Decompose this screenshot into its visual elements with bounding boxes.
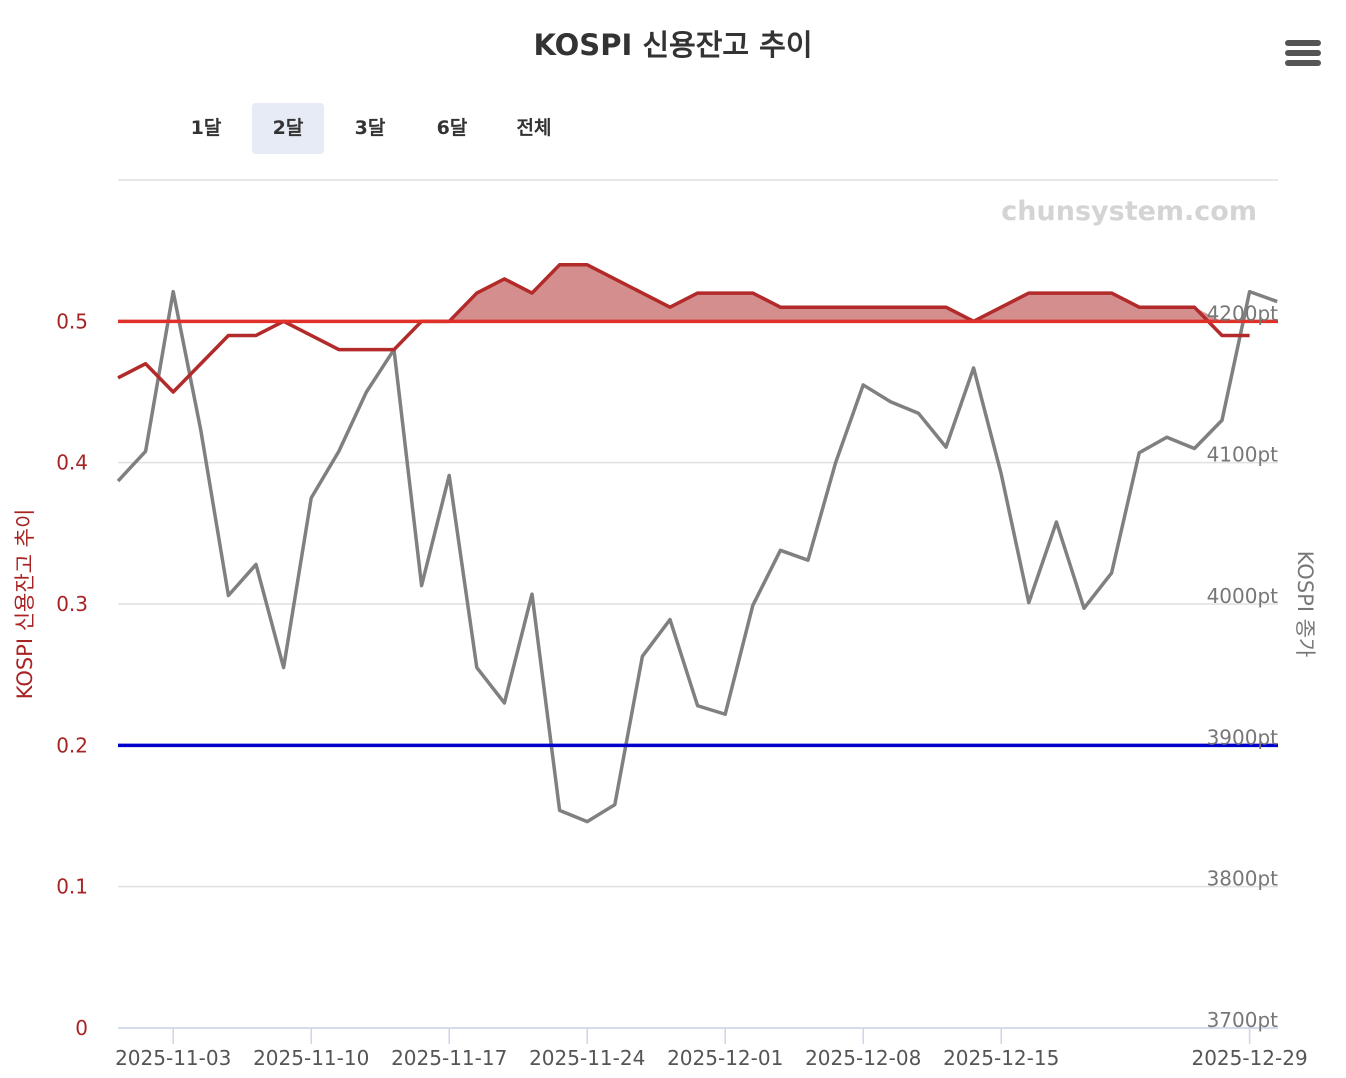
chart-title: KOSPI 신용잔고 추이 xyxy=(533,28,813,62)
left-tick-label: 0.1 xyxy=(56,875,88,899)
range-button-1m[interactable]: 1달 xyxy=(190,117,222,139)
kospi-close-line xyxy=(116,289,1278,824)
x-tick-label: 2025-11-03 xyxy=(115,1046,231,1070)
x-tick-label: 2025-12-15 xyxy=(943,1046,1059,1070)
watermark: chunsystem.com xyxy=(1001,196,1257,227)
x-tick-label: 2025-11-10 xyxy=(253,1046,369,1070)
hamburger-menu-icon[interactable] xyxy=(1285,40,1323,68)
x-tick-label: 2025-11-24 xyxy=(529,1046,645,1070)
menu-bar xyxy=(1285,60,1321,66)
range-button-3m[interactable]: 3달 xyxy=(354,117,386,139)
left-tick-label: 0.3 xyxy=(56,592,88,616)
right-tick-label: 3800pt xyxy=(1207,867,1279,891)
left-axis-ticks: 0 0.1 0.2 0.3 0.4 0.5 xyxy=(56,309,88,1040)
x-tick-label: 2025-11-17 xyxy=(391,1046,507,1070)
range-button-6m[interactable]: 6달 xyxy=(436,117,468,139)
left-axis-title: KOSPI 신용잔고 추이 xyxy=(13,509,37,700)
x-axis-ticks: 2025-11-03 2025-11-10 2025-11-17 2025-11-24… xyxy=(115,1028,1308,1070)
right-tick-label: 4100pt xyxy=(1207,443,1279,467)
x-tick-label: 2025-12-08 xyxy=(805,1046,921,1070)
right-axis-ticks: 3700pt 3800pt 3900pt 4000pt 4100pt 4200pt xyxy=(1207,301,1279,1032)
menu-bar xyxy=(1285,40,1321,46)
range-button-all[interactable]: 전체 xyxy=(516,117,552,139)
right-axis-title: KOSPI 종가 xyxy=(1293,551,1317,658)
x-tick-label: 2025-12-01 xyxy=(667,1046,783,1070)
x-tick-label: 2025-12-29 xyxy=(1191,1046,1307,1070)
left-tick-label: 0 xyxy=(75,1016,88,1040)
credit-fill-area xyxy=(118,264,1250,322)
range-button-2m[interactable]: 2달 xyxy=(252,103,324,154)
right-tick-label: 4200pt xyxy=(1207,301,1279,325)
left-tick-label: 0.2 xyxy=(56,733,88,757)
credit-balance-line xyxy=(117,263,1250,394)
right-tick-label: 3700pt xyxy=(1207,1008,1279,1032)
left-tick-label: 0.4 xyxy=(56,451,88,475)
left-tick-label: 0.5 xyxy=(56,309,88,333)
series-group xyxy=(116,263,1278,824)
right-tick-label: 4000pt xyxy=(1207,584,1279,608)
menu-bar xyxy=(1285,50,1321,56)
credit-above-threshold-area xyxy=(118,264,1250,322)
threshold-lines xyxy=(118,319,1278,748)
right-tick-label: 3900pt xyxy=(1207,725,1279,749)
